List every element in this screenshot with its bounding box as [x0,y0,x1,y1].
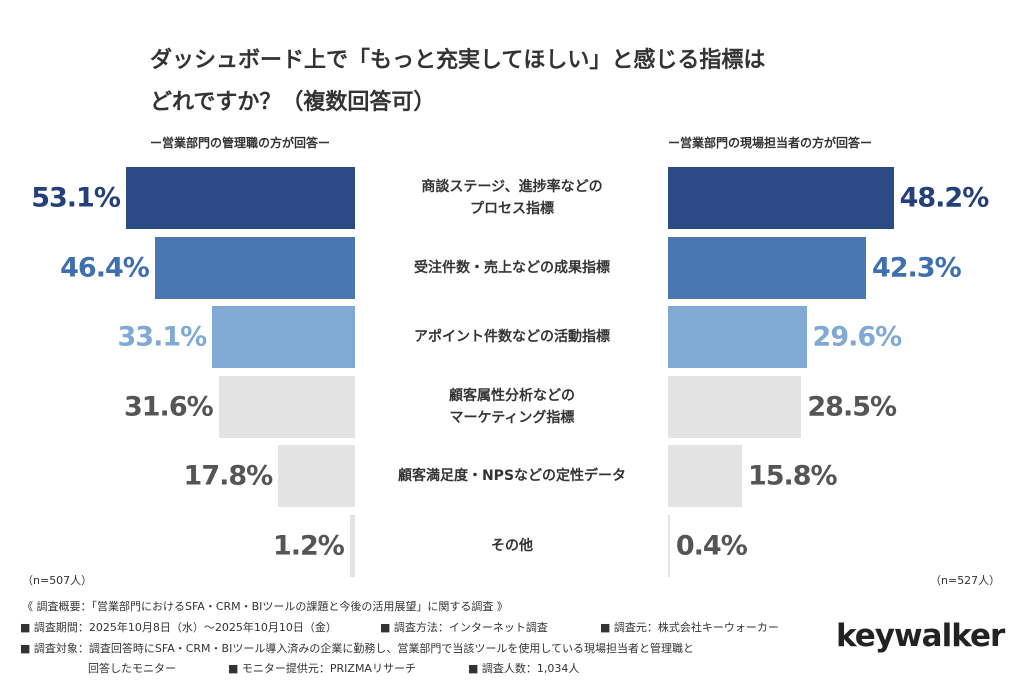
footer-text: 回答したモニター [88,662,176,675]
bar [154,236,355,299]
value-label: 15.8% [747,460,838,492]
bar [278,445,355,508]
logo: keywalker [836,618,1005,654]
category-label: 顧客満足度・NPSなどの定性データ [397,468,627,485]
value-label: 48.2% [899,182,990,214]
category-label: その他 [491,538,533,554]
value-label: 29.6% [812,321,903,353]
category-label: 商談ステージ、進捗率などの プロセス指標 [421,179,603,217]
value-label: 33.1% [117,321,208,353]
series-header: ー営業部門の管理職の方が回答ー [150,136,331,150]
value-label: 46.4% [60,252,150,284]
category-label: 顧客属性分析などの マーケティング指標 [449,387,575,426]
category-label: 受注件数・売上などの成果指標 [414,259,610,276]
value-label: 0.4% [675,530,748,562]
footer-text: 《 調査概要：「営業部門におけるSFA・CRM・BIツールの課題と今後の活用展望… [22,600,508,613]
bar [125,167,355,229]
sample-note: （n=527人） [930,574,1001,587]
sample-note: （n=507人） [22,574,93,587]
bar [218,375,355,438]
value-label: 1.2% [272,530,345,562]
bar [668,375,802,438]
bar [668,515,670,577]
footer-text: ■ 調査期間：2025年10月8日（水）〜2025年10月10日（金） [20,621,337,634]
footer-text: ■ 調査対象：調査回答時にSFA・CRM・BIツール導入済みの企業に勤務し、営業… [20,642,694,655]
value-label: 53.1% [31,182,121,214]
footer-text: ■ 調査方法：インターネット調査 [380,621,548,634]
value-label: 28.5% [807,391,897,423]
bar [349,515,355,577]
chart-title: ダッシュボード上で「もっと充実してほしい」と感じる指標は どれですか？（複数回答… [150,48,766,115]
bar [668,445,742,508]
category-label: アポイント件数などの活動指標 [414,329,610,346]
value-label: 31.6% [123,391,214,423]
value-label: 42.3% [871,252,962,284]
footer-text: ■ モニター提供元：PRIZMAリサーチ [228,662,416,675]
bar [668,306,807,369]
value-label: 17.8% [183,460,274,492]
bar [668,167,894,229]
series-header: ー営業部門の現場担当者の方が回答ー [668,136,873,150]
bar [212,306,355,369]
footer-text: ■ 調査元：株式会社キーウォーカー [600,621,779,634]
bar [668,236,866,299]
footer-text: ■ 調査人数：1,034人 [468,662,580,675]
